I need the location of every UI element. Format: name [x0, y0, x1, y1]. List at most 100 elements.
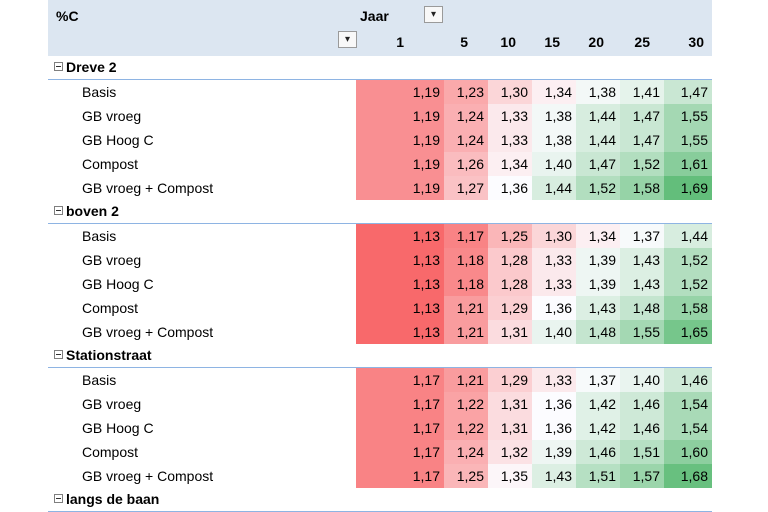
value-cell[interactable]: 1,13 — [356, 320, 444, 344]
value-cell[interactable]: 1,44 — [576, 128, 620, 152]
value-cell[interactable]: 1,21 — [444, 368, 488, 392]
collapse-icon[interactable] — [54, 350, 63, 359]
value-cell[interactable]: 1,58 — [664, 296, 712, 320]
value-cell[interactable]: 1,33 — [488, 128, 532, 152]
value-cell[interactable]: 1,19 — [356, 152, 444, 176]
value-cell[interactable]: 1,47 — [664, 80, 712, 104]
value-cell[interactable]: 1,25 — [488, 224, 532, 248]
value-cell[interactable]: 1,23 — [444, 80, 488, 104]
value-cell[interactable]: 1,19 — [356, 104, 444, 128]
value-cell[interactable]: 1,41 — [620, 80, 664, 104]
value-cell[interactable]: 1,38 — [532, 104, 576, 128]
value-cell[interactable]: 1,13 — [356, 296, 444, 320]
value-cell[interactable]: 1,46 — [620, 416, 664, 440]
value-cell[interactable]: 1,19 — [356, 176, 444, 200]
value-cell[interactable]: 1,30 — [488, 80, 532, 104]
group-header[interactable]: boven 2 — [48, 200, 712, 224]
value-cell[interactable]: 1,21 — [444, 320, 488, 344]
value-cell[interactable]: 1,27 — [444, 176, 488, 200]
collapse-icon[interactable] — [54, 494, 63, 503]
row-filter-icon[interactable]: ▾ — [338, 31, 357, 48]
value-cell[interactable]: 1,24 — [444, 128, 488, 152]
group-header[interactable]: Dreve 2 — [48, 56, 712, 80]
value-cell[interactable]: 1,36 — [532, 392, 576, 416]
value-cell[interactable]: 1,61 — [664, 152, 712, 176]
value-cell[interactable]: 1,26 — [444, 152, 488, 176]
value-cell[interactable]: 1,52 — [620, 152, 664, 176]
value-cell[interactable]: 1,54 — [664, 392, 712, 416]
value-cell[interactable]: 1,36 — [532, 296, 576, 320]
value-cell[interactable]: 1,39 — [576, 248, 620, 272]
value-cell[interactable]: 1,17 — [356, 416, 444, 440]
value-cell[interactable]: 1,46 — [620, 392, 664, 416]
value-cell[interactable]: 1,19 — [356, 80, 444, 104]
value-cell[interactable]: 1,39 — [576, 272, 620, 296]
value-cell[interactable]: 1,33 — [532, 248, 576, 272]
value-cell[interactable]: 1,28 — [488, 248, 532, 272]
value-cell[interactable]: 1,19 — [356, 128, 444, 152]
value-cell[interactable]: 1,33 — [532, 368, 576, 392]
value-cell[interactable]: 1,44 — [576, 104, 620, 128]
value-cell[interactable]: 1,38 — [532, 128, 576, 152]
value-cell[interactable]: 1,43 — [620, 248, 664, 272]
value-cell[interactable]: 1,55 — [620, 320, 664, 344]
value-cell[interactable]: 1,57 — [620, 464, 664, 488]
value-cell[interactable]: 1,35 — [488, 464, 532, 488]
value-cell[interactable]: 1,37 — [576, 368, 620, 392]
value-cell[interactable]: 1,55 — [664, 128, 712, 152]
value-cell[interactable]: 1,42 — [576, 392, 620, 416]
value-cell[interactable]: 1,47 — [620, 128, 664, 152]
value-cell[interactable]: 1,17 — [356, 392, 444, 416]
value-cell[interactable]: 1,51 — [576, 464, 620, 488]
value-cell[interactable]: 1,40 — [532, 152, 576, 176]
value-cell[interactable]: 1,48 — [576, 320, 620, 344]
value-cell[interactable]: 1,22 — [444, 416, 488, 440]
value-cell[interactable]: 1,34 — [488, 152, 532, 176]
value-cell[interactable]: 1,17 — [444, 224, 488, 248]
value-cell[interactable]: 1,43 — [532, 464, 576, 488]
value-cell[interactable]: 1,31 — [488, 416, 532, 440]
value-cell[interactable]: 1,47 — [576, 152, 620, 176]
value-cell[interactable]: 1,68 — [664, 464, 712, 488]
value-cell[interactable]: 1,34 — [576, 224, 620, 248]
value-cell[interactable]: 1,17 — [356, 440, 444, 464]
value-cell[interactable]: 1,24 — [444, 440, 488, 464]
value-cell[interactable]: 1,29 — [488, 368, 532, 392]
value-cell[interactable]: 1,40 — [532, 320, 576, 344]
value-cell[interactable]: 1,38 — [576, 80, 620, 104]
value-cell[interactable]: 1,28 — [488, 272, 532, 296]
value-cell[interactable]: 1,54 — [664, 416, 712, 440]
value-cell[interactable]: 1,17 — [356, 464, 444, 488]
value-cell[interactable]: 1,13 — [356, 224, 444, 248]
value-cell[interactable]: 1,58 — [620, 176, 664, 200]
value-cell[interactable]: 1,31 — [488, 320, 532, 344]
value-cell[interactable]: 1,48 — [620, 296, 664, 320]
value-cell[interactable]: 1,36 — [488, 176, 532, 200]
value-cell[interactable]: 1,31 — [488, 392, 532, 416]
value-cell[interactable]: 1,52 — [576, 176, 620, 200]
collapse-icon[interactable] — [54, 206, 63, 215]
value-cell[interactable]: 1,33 — [532, 272, 576, 296]
value-cell[interactable]: 1,33 — [488, 104, 532, 128]
value-cell[interactable]: 1,13 — [356, 248, 444, 272]
value-cell[interactable]: 1,37 — [620, 224, 664, 248]
value-cell[interactable]: 1,44 — [532, 176, 576, 200]
value-cell[interactable]: 1,30 — [532, 224, 576, 248]
value-cell[interactable]: 1,55 — [664, 104, 712, 128]
value-cell[interactable]: 1,40 — [620, 368, 664, 392]
value-cell[interactable]: 1,18 — [444, 272, 488, 296]
collapse-icon[interactable] — [54, 62, 63, 71]
column-filter-icon[interactable]: ▾ — [424, 6, 443, 23]
group-header[interactable]: Stationstraat — [48, 344, 712, 368]
value-cell[interactable]: 1,43 — [576, 296, 620, 320]
value-cell[interactable]: 1,22 — [444, 392, 488, 416]
value-cell[interactable]: 1,52 — [664, 248, 712, 272]
value-cell[interactable]: 1,29 — [488, 296, 532, 320]
value-cell[interactable]: 1,51 — [620, 440, 664, 464]
value-cell[interactable]: 1,60 — [664, 440, 712, 464]
group-header[interactable]: langs de baan — [48, 488, 712, 512]
value-cell[interactable]: 1,65 — [664, 320, 712, 344]
value-cell[interactable]: 1,24 — [444, 104, 488, 128]
value-cell[interactable]: 1,21 — [444, 296, 488, 320]
value-cell[interactable]: 1,13 — [356, 272, 444, 296]
